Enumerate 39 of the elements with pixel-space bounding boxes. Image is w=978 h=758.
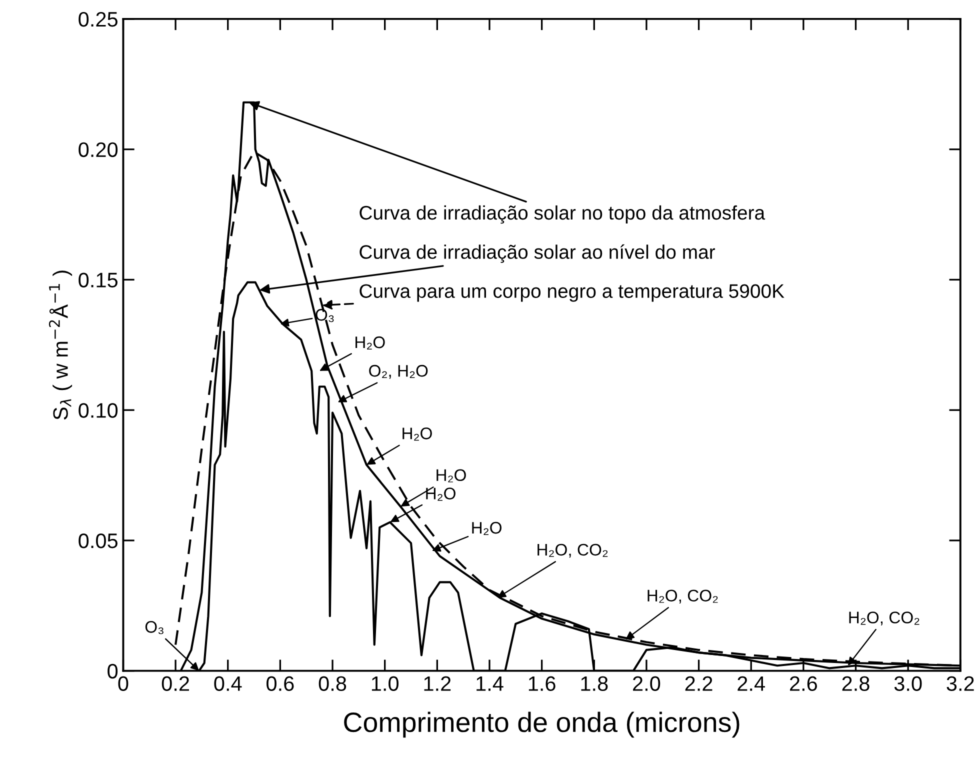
x-tick-label: 0.6 — [266, 676, 294, 691]
annotation: H₂O, CO₂ — [849, 612, 920, 626]
x-tick-label: 2.8 — [842, 676, 870, 691]
y-tick-label: 0.15 — [78, 272, 118, 288]
x-tick-label: 2.4 — [738, 676, 765, 691]
annotation: O₃ — [316, 308, 334, 322]
x-tick-label: 3.2 — [946, 676, 974, 691]
y-tick-label: 0.20 — [78, 142, 118, 158]
x-tick-label: 2.6 — [790, 676, 817, 691]
annotation: O₂, H₂O — [369, 364, 428, 379]
x-axis-title: Comprimento de onda (microns) — [344, 712, 740, 738]
y-tick-label: 0.05 — [78, 533, 118, 548]
annotation: O₃ — [145, 621, 164, 634]
x-tick-label: 2.0 — [633, 676, 660, 691]
y-tick-label: 0.25 — [78, 12, 118, 27]
x-tick-label: 1.6 — [528, 676, 556, 691]
x-tick-label: 1.4 — [476, 676, 504, 691]
x-tick-label: 0.8 — [318, 676, 346, 691]
annotation: H₂O, CO₂ — [648, 590, 718, 604]
x-tick-label: 1.0 — [372, 676, 399, 691]
x-tick-label: 1.8 — [581, 676, 608, 691]
x-tick-label: 3.0 — [894, 676, 922, 691]
x-tick-label: 0.2 — [162, 676, 189, 691]
y-tick-label: 0.10 — [78, 403, 118, 418]
y-tick-label: 0 — [108, 664, 118, 679]
y-axis-title: S$_{λ}$ ( w m$^{−2}$Å$^{−1}$ ) — [48, 270, 72, 420]
text: Curva de irradiação solar no topo da atmosfera — [360, 205, 766, 224]
x-tick-label: 2.2 — [685, 676, 712, 691]
legend-label: Curva para um corpo negro a temperatura 5900K — [360, 284, 784, 302]
annotation: H₂O — [472, 522, 502, 535]
x-tick-label: 0.4 — [214, 676, 242, 691]
annotation: H₂O — [436, 469, 466, 482]
annotation: H₂O — [356, 336, 385, 350]
annotation: H₂O — [426, 488, 456, 501]
annotation: H₂O, CO₂ — [538, 544, 608, 558]
text: Curva de irradiação solar ao nível do mar — [360, 244, 716, 263]
x-tick-label: 1.2 — [424, 676, 451, 691]
x-tick-label: 0 — [118, 676, 128, 691]
annotation: H₂O — [402, 428, 432, 441]
